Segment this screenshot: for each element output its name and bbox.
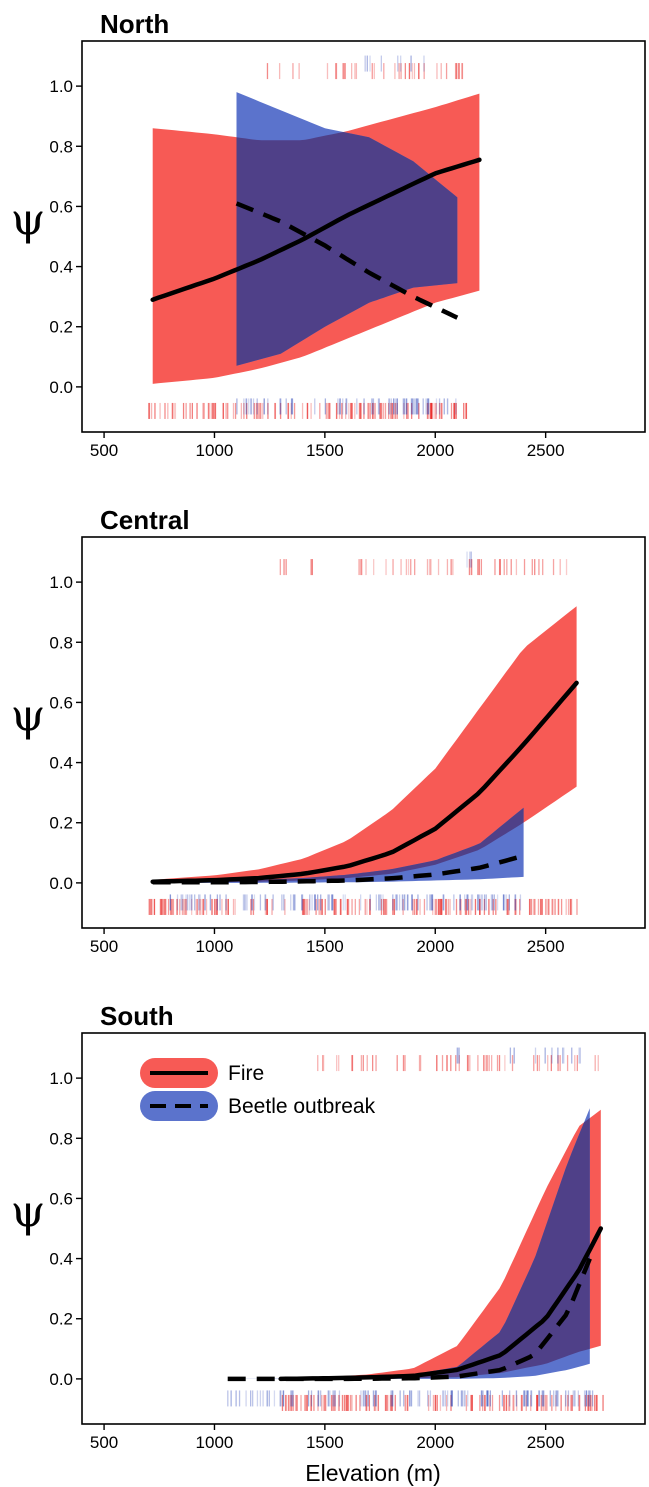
plot-frame bbox=[81, 40, 646, 433]
y-axis-label: ψ bbox=[11, 1187, 46, 1238]
panel-title: South bbox=[100, 1001, 174, 1031]
overlap-ci-band bbox=[280, 1109, 590, 1379]
y-tick-label: 0.2 bbox=[49, 1310, 73, 1329]
panel-central: Central 500 1000 1500 2000 2500 0.0 0.2 0.4 0.6 0… bbox=[11, 505, 646, 956]
x-tick-label: 500 bbox=[90, 937, 118, 956]
fire-mean-line bbox=[278, 1226, 604, 1382]
y-tick-label: 0.4 bbox=[49, 258, 73, 277]
rug-layer bbox=[148, 55, 468, 419]
y-tick-label: 0.8 bbox=[49, 1129, 73, 1148]
x-tick-label: 1500 bbox=[306, 441, 344, 460]
x-tick-label: 2500 bbox=[527, 1433, 565, 1452]
rug-layer bbox=[148, 551, 578, 915]
y-tick-label: 0.6 bbox=[49, 197, 73, 216]
legend-label: Fire bbox=[228, 1062, 264, 1085]
plot-frame bbox=[81, 1032, 646, 1425]
fire-mean-line bbox=[150, 680, 579, 884]
y-tick-label: 1.0 bbox=[49, 1069, 73, 1088]
panel-north: North 500 1000 1500 2000 2500 0.0 0.2 0.4 0.6 0.8… bbox=[11, 9, 646, 460]
y-tick-label: 0.0 bbox=[49, 874, 73, 893]
y-axis-label: ψ bbox=[11, 691, 46, 742]
panel-title: North bbox=[100, 9, 169, 39]
overlap-ci-band bbox=[236, 93, 458, 375]
y-tick-label: 0.0 bbox=[49, 1370, 73, 1389]
y-tick-label: 0.4 bbox=[49, 754, 73, 773]
y-tick-label: 0.4 bbox=[49, 1250, 73, 1269]
y-tick-label: 0.8 bbox=[49, 137, 73, 156]
x-tick-label: 500 bbox=[90, 441, 118, 460]
beetle-mean-line bbox=[152, 853, 525, 885]
x-tick-label: 1000 bbox=[196, 441, 234, 460]
x-tick-label: 1500 bbox=[306, 937, 344, 956]
y-tick-label: 0.6 bbox=[49, 693, 73, 712]
x-tick-label: 1500 bbox=[306, 1433, 344, 1452]
rug-layer bbox=[227, 1047, 604, 1411]
y-axis-label: ψ bbox=[11, 195, 46, 246]
panel-title: Central bbox=[100, 505, 190, 535]
y-tick-label: 1.0 bbox=[49, 77, 73, 96]
x-tick-label: 2500 bbox=[527, 937, 565, 956]
x-tick-label: 500 bbox=[90, 1433, 118, 1452]
fire-ci-band bbox=[152, 606, 577, 883]
legend-label: Beetle outbreak bbox=[228, 1095, 376, 1118]
overlap-ci-band bbox=[152, 807, 524, 883]
y-tick-label: 0.2 bbox=[49, 814, 73, 833]
beetle-mean-line bbox=[227, 1257, 592, 1382]
legend: Fire Beetle outbreak bbox=[140, 1058, 376, 1121]
x-axis-label: Elevation (m) bbox=[305, 1460, 440, 1486]
panel-south: South 500 1000 1500 2000 2500 0.0 0.2 0.4 0.6 0.8… bbox=[11, 1001, 646, 1452]
x-tick-label: 2000 bbox=[416, 937, 454, 956]
x-tick-label: 1000 bbox=[196, 937, 234, 956]
x-tick-label: 2000 bbox=[416, 441, 454, 460]
y-tick-label: 0.0 bbox=[49, 378, 73, 397]
y-tick-label: 0.2 bbox=[49, 318, 73, 337]
y-tick-label: 0.8 bbox=[49, 633, 73, 652]
plot-frame bbox=[81, 536, 646, 929]
x-tick-label: 2000 bbox=[416, 1433, 454, 1452]
x-tick-label: 2500 bbox=[527, 441, 565, 460]
x-tick-label: 1000 bbox=[196, 1433, 234, 1452]
y-tick-label: 0.6 bbox=[49, 1189, 73, 1208]
fire-mean-line bbox=[150, 157, 482, 302]
y-tick-label: 1.0 bbox=[49, 573, 73, 592]
beetle-mean-line bbox=[235, 201, 459, 320]
